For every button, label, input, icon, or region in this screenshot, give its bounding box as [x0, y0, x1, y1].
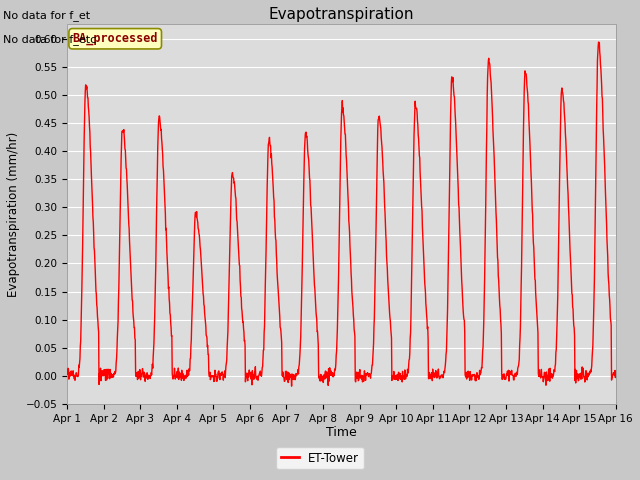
Legend: ET-Tower: ET-Tower — [276, 447, 364, 469]
Title: Evapotranspiration: Evapotranspiration — [269, 7, 414, 22]
Text: BA_processed: BA_processed — [72, 32, 158, 46]
Y-axis label: Evapotranspiration (mm/hr): Evapotranspiration (mm/hr) — [7, 132, 20, 297]
X-axis label: Time: Time — [326, 426, 356, 440]
Text: No data for f_et: No data for f_et — [3, 10, 90, 21]
Text: No data for f_etc: No data for f_etc — [3, 34, 97, 45]
